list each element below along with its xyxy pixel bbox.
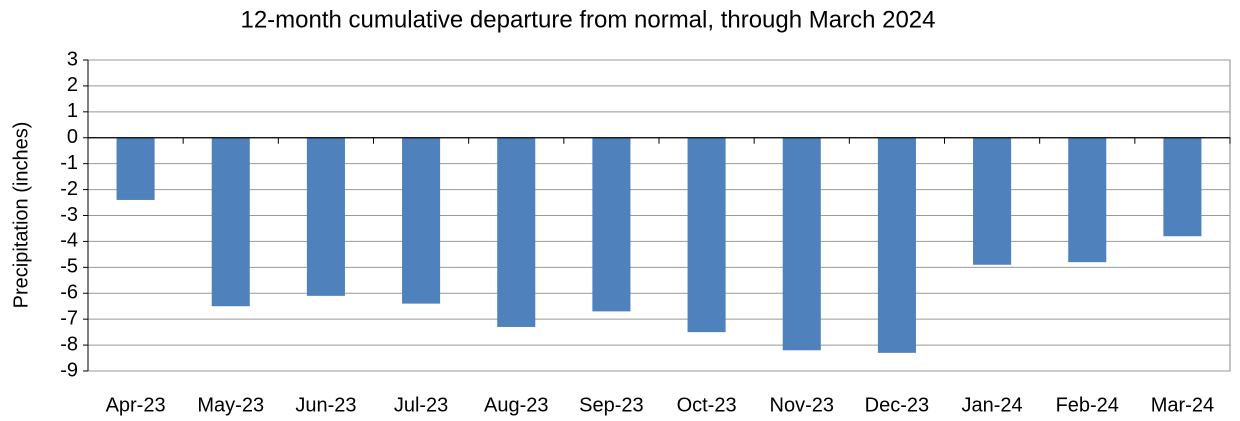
bar bbox=[402, 137, 441, 304]
bar bbox=[973, 137, 1012, 265]
x-tick-label: Dec-23 bbox=[865, 394, 929, 416]
bar bbox=[687, 137, 726, 333]
x-tick-label: Jan-24 bbox=[962, 394, 1023, 416]
bar bbox=[116, 137, 155, 200]
bar bbox=[1163, 137, 1202, 237]
y-tick-label: -1 bbox=[60, 152, 78, 174]
y-tick-label: -6 bbox=[60, 282, 78, 304]
x-tick-label: Aug-23 bbox=[484, 394, 549, 416]
x-tick-label: Feb-24 bbox=[1056, 394, 1119, 416]
y-tick-label: -8 bbox=[60, 333, 78, 355]
x-tick-label: Jun-23 bbox=[295, 394, 356, 416]
y-tick-label: 3 bbox=[67, 48, 78, 70]
x-tick-label: Apr-23 bbox=[106, 394, 166, 416]
y-tick-label: -3 bbox=[60, 204, 78, 226]
bar bbox=[497, 137, 536, 327]
bar bbox=[782, 137, 821, 351]
x-tick-label: May-23 bbox=[197, 394, 264, 416]
y-axis-label: Precipitation (inches) bbox=[10, 122, 32, 309]
bar bbox=[211, 137, 250, 307]
y-tick-label: 2 bbox=[67, 74, 78, 96]
x-tick-label: Jul-23 bbox=[394, 394, 448, 416]
x-tick-label: Sep-23 bbox=[579, 394, 644, 416]
y-tick-label: -2 bbox=[60, 178, 78, 200]
x-tick-label: Oct-23 bbox=[677, 394, 737, 416]
bar bbox=[592, 137, 631, 312]
y-tick-label: -4 bbox=[60, 230, 78, 252]
x-tick-label: Mar-24 bbox=[1151, 394, 1214, 416]
y-tick-label: -7 bbox=[60, 307, 78, 329]
bar bbox=[1068, 137, 1107, 263]
x-tick-label: Nov-23 bbox=[770, 394, 834, 416]
chart-title: 12-month cumulative departure from norma… bbox=[240, 6, 935, 33]
bar bbox=[306, 137, 345, 296]
y-tick-label: -5 bbox=[60, 256, 78, 278]
bar bbox=[877, 137, 916, 353]
y-tick-label: -9 bbox=[60, 359, 78, 381]
y-tick-label: 0 bbox=[67, 126, 78, 148]
y-tick-label: 1 bbox=[67, 100, 78, 122]
